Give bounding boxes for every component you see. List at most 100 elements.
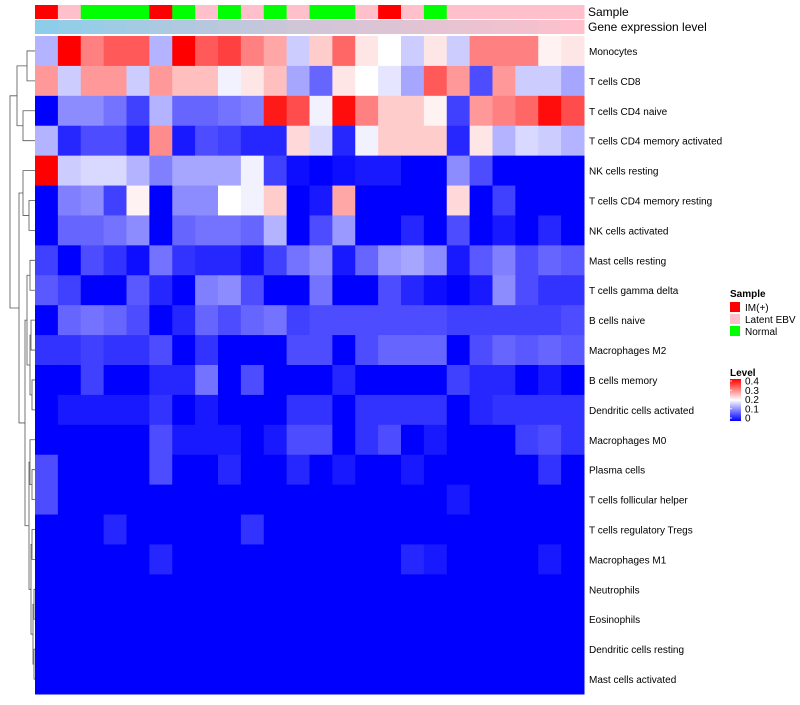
heatmap-cell [57, 36, 82, 67]
heatmap-cell [423, 365, 448, 396]
gene-level-annotation-cell [515, 20, 539, 34]
heatmap-cell [492, 634, 516, 665]
gene-level-annotation-cell [195, 20, 219, 34]
heatmap-cell [57, 65, 82, 97]
heatmap-cell [80, 95, 105, 127]
heatmap-cell [446, 305, 471, 336]
heatmap-cell [423, 454, 448, 486]
heatmap-cell [469, 155, 494, 187]
row-label: Macrophages M0 [589, 436, 667, 447]
heatmap-cell [332, 604, 356, 635]
heatmap-cell [401, 574, 425, 605]
heatmap-cell [286, 574, 311, 605]
heatmap-cell [218, 95, 242, 127]
heatmap-cell [35, 36, 59, 67]
heatmap-cell [309, 275, 333, 306]
dendrogram-branch [16, 65, 27, 127]
heatmap-cell [332, 185, 356, 216]
row-label: Macrophages M2 [589, 346, 667, 357]
heatmap-cell [492, 36, 516, 67]
level-tick-label: 0 [745, 414, 751, 425]
heatmap-cell [332, 424, 356, 456]
dendrogram-branch [28, 200, 35, 231]
sample-annotation-cell [401, 5, 425, 19]
gene-level-annotation-cell [286, 20, 311, 34]
heatmap-cell [492, 215, 516, 246]
heatmap-cell [423, 484, 448, 516]
heatmap-cell [378, 544, 402, 575]
heatmap-cell [286, 65, 311, 97]
heatmap-cell [355, 424, 379, 456]
heatmap-cell [423, 275, 448, 306]
heatmap-cell [446, 394, 471, 426]
heatmap-cell [103, 574, 128, 605]
sample-annotation-cell [423, 5, 448, 19]
heatmap-cell [561, 65, 585, 97]
heatmap-cell [401, 275, 425, 306]
heatmap-cell [286, 484, 311, 516]
heatmap-cell [263, 514, 288, 545]
heatmap-cell [57, 95, 82, 127]
heatmap-cell [35, 394, 59, 426]
heatmap-cell [126, 574, 150, 605]
heatmap-cell [218, 394, 242, 426]
row-label: Mast cells resting [589, 256, 666, 267]
heatmap-cell [561, 604, 585, 635]
heatmap-cell [149, 634, 173, 665]
heatmap-cell [423, 65, 448, 97]
row-label: Plasma cells [589, 466, 645, 477]
heatmap-cell [103, 514, 128, 545]
heatmap-cell [172, 365, 196, 396]
heatmap-cell [126, 275, 150, 306]
heatmap-cell [538, 185, 562, 216]
heatmap-cell [538, 365, 562, 396]
heatmap-cell [423, 514, 448, 545]
dendrogram-branch [31, 469, 35, 500]
heatmap-cell [80, 65, 105, 97]
heatmap-cell [103, 155, 128, 187]
heatmap-cell [355, 454, 379, 486]
heatmap-cell [149, 664, 173, 695]
heatmap-cell [332, 394, 356, 426]
sample-annotation-label: Sample [588, 5, 629, 19]
heatmap-cell [240, 484, 265, 516]
heatmap-cell [332, 305, 356, 336]
heatmap-cell [103, 424, 128, 456]
heatmap-cell [286, 454, 311, 486]
heatmap-cell [240, 125, 265, 157]
heatmap-cell [332, 95, 356, 127]
heatmap-cell [263, 215, 288, 246]
row-label: Mast cells activated [589, 675, 676, 686]
heatmap-cell [286, 394, 311, 426]
heatmap-cell [263, 454, 288, 486]
row-label: Dendritic cells activated [589, 406, 694, 417]
row-label: Macrophages M1 [589, 555, 667, 566]
heatmap-cell [195, 95, 219, 127]
heatmap-cell [263, 245, 288, 276]
heatmap-cell [446, 574, 471, 605]
heatmap-cell [80, 394, 105, 426]
heatmap-cell [561, 454, 585, 486]
heatmap-cell [378, 215, 402, 246]
heatmap-cell [103, 36, 128, 67]
heatmap-cell [492, 574, 516, 605]
sample-legend-label: Latent EBV [745, 315, 796, 326]
heatmap-cell [218, 185, 242, 216]
heatmap-cell [172, 155, 196, 187]
heatmap-cell [378, 155, 402, 187]
heatmap-cell [126, 634, 150, 665]
heatmap-cell [103, 95, 128, 127]
heatmap-cell [401, 335, 425, 366]
heatmap-cell [492, 514, 516, 545]
heatmap-cell [309, 36, 333, 67]
heatmap-cell [218, 604, 242, 635]
heatmap-cell [172, 305, 196, 336]
level-tick-label: 0.4 [745, 377, 759, 388]
heatmap-cell [355, 604, 379, 635]
heatmap-cell [355, 305, 379, 336]
sample-annotation-cell [263, 5, 288, 19]
heatmap-cell [218, 335, 242, 366]
heatmap-cell [423, 664, 448, 695]
heatmap-cell [355, 185, 379, 216]
